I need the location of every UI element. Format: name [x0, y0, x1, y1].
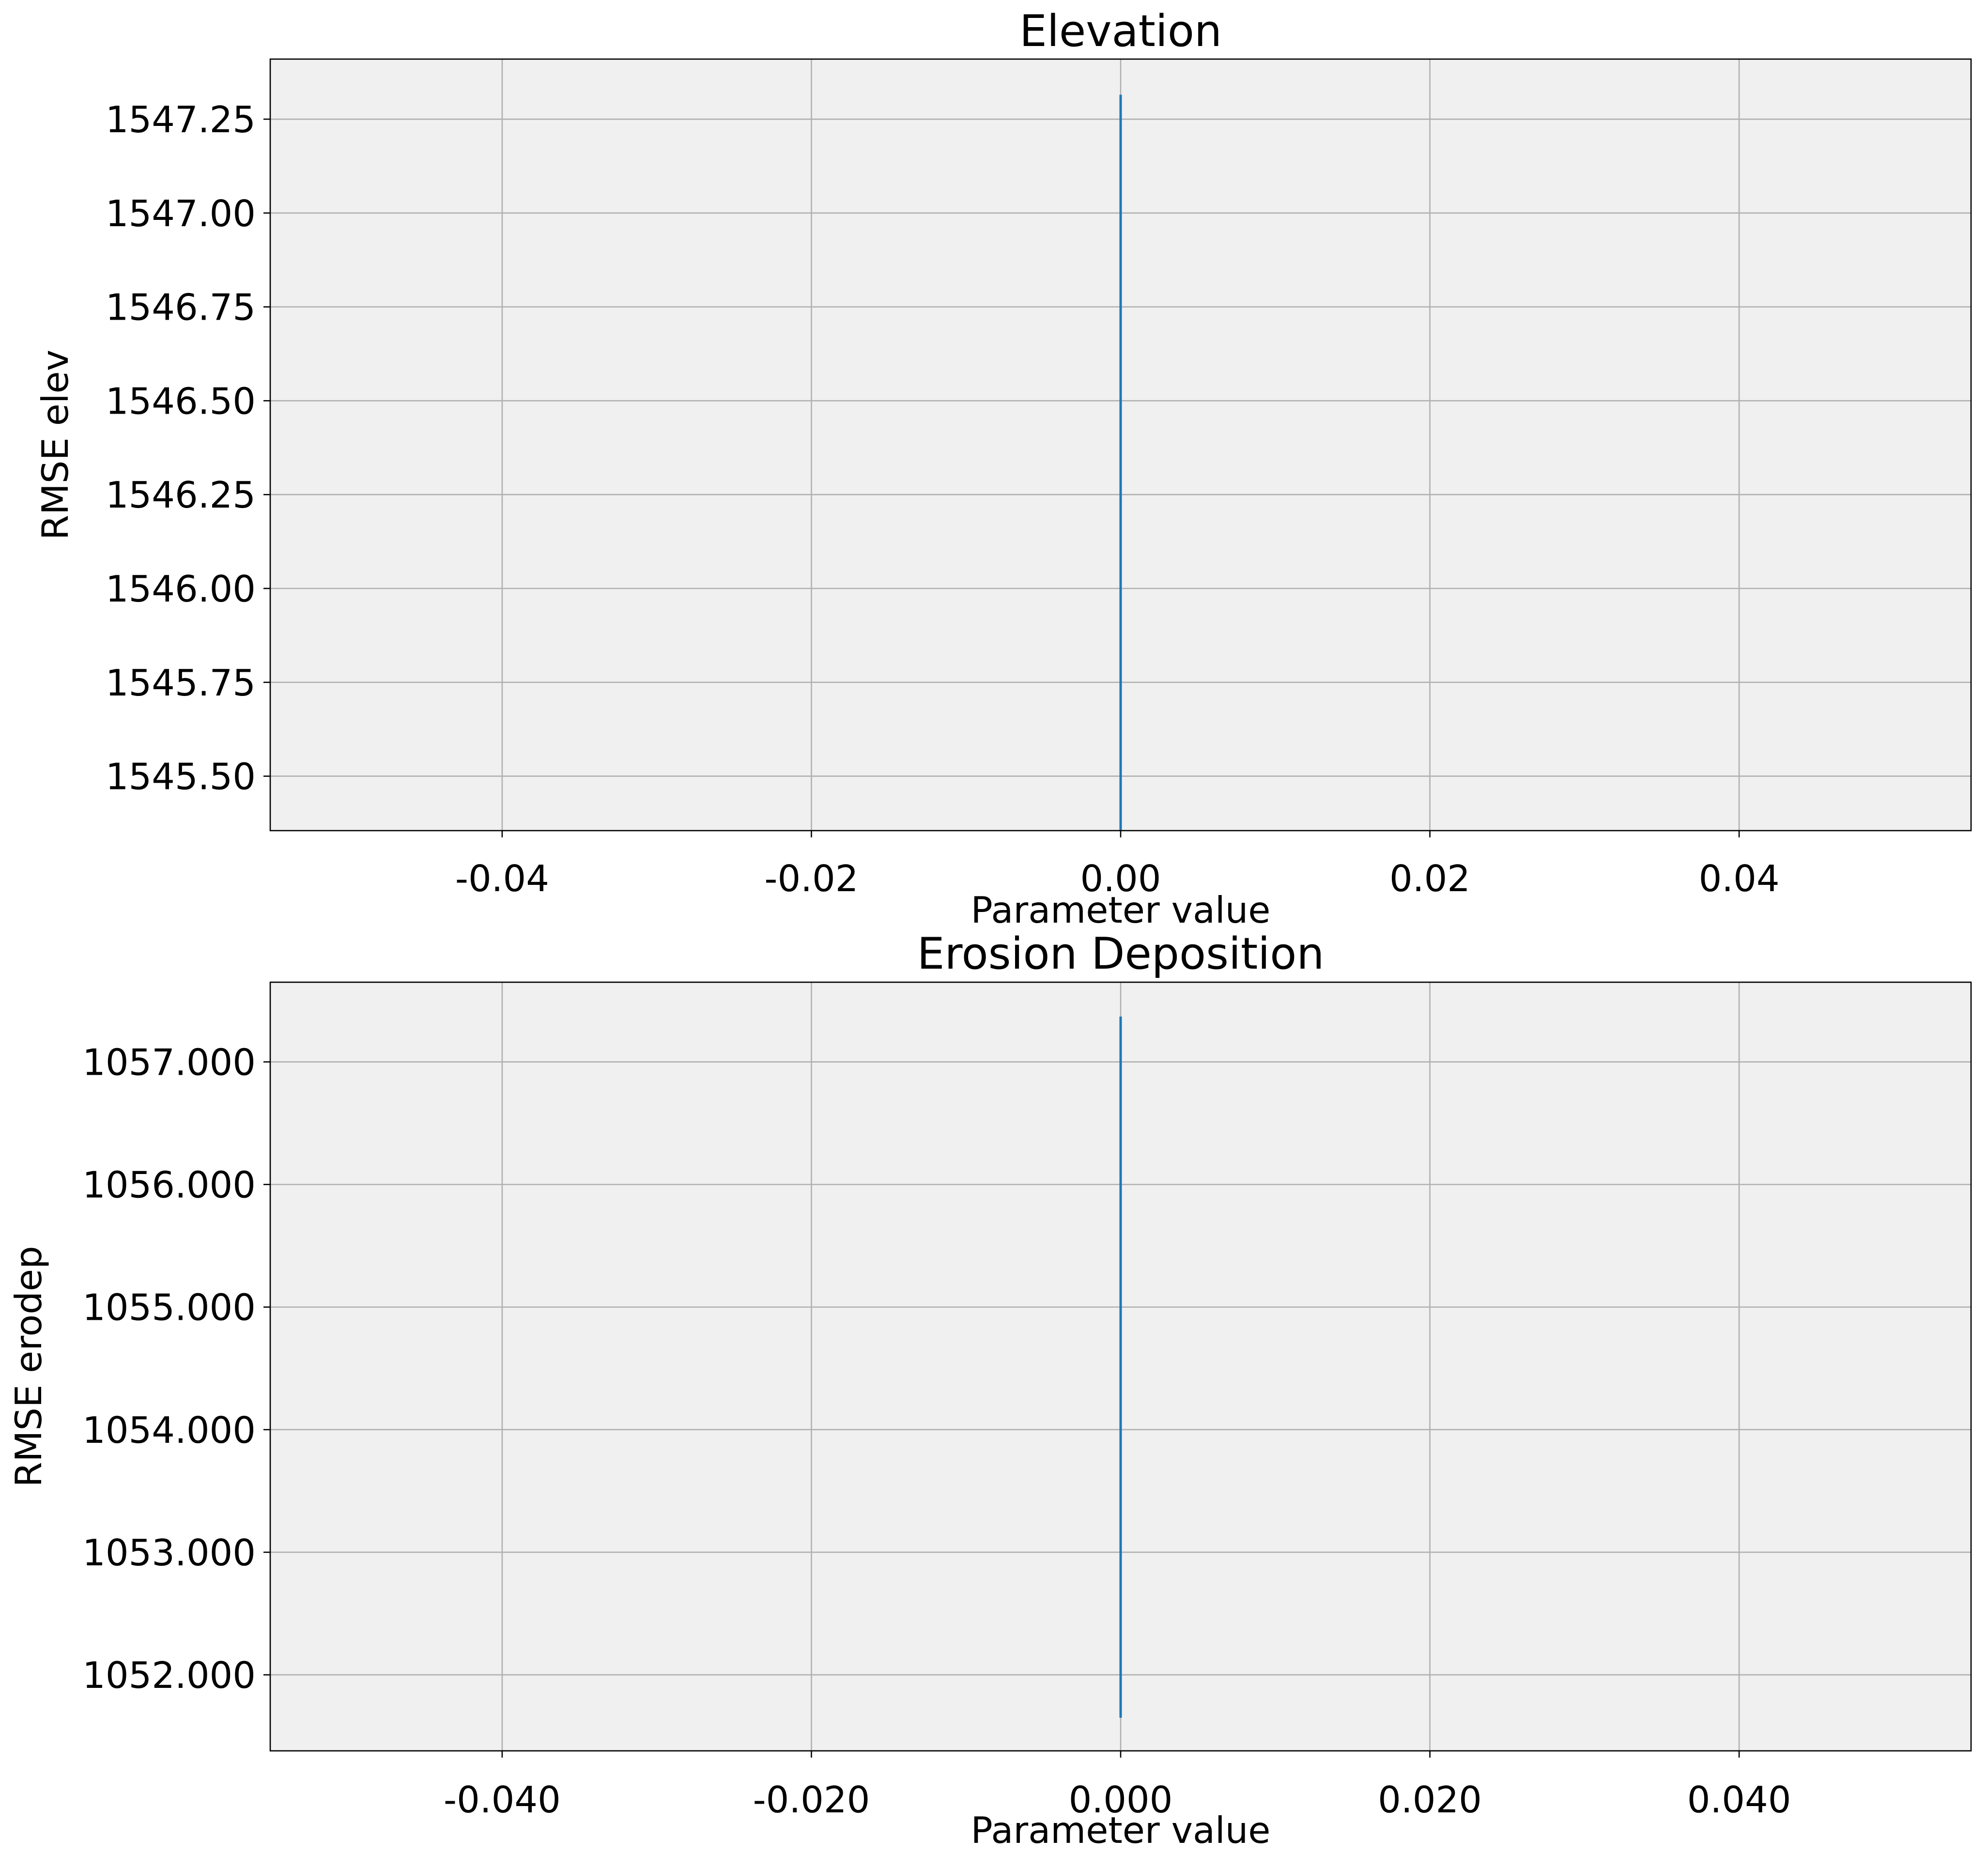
y-tick-label: 1056.000	[82, 1164, 256, 1206]
y-tick-label: 1547.00	[106, 192, 256, 235]
y-tick-label: 1054.000	[82, 1409, 256, 1452]
y-tick-label: 1545.50	[106, 756, 256, 798]
y-axis-label: RMSE erodep	[7, 1246, 50, 1487]
chart-title: Elevation	[1019, 6, 1222, 57]
x-tick-label: -0.040	[444, 1778, 561, 1821]
y-tick-label: 1546.00	[106, 568, 256, 610]
y-tick-label: 1545.75	[106, 662, 256, 704]
subplot-2: -0.040 -0.020 0.000 0.020 0.040 1052.000 1053.…	[7, 928, 1972, 1852]
y-tick-label: 1546.25	[106, 474, 256, 516]
x-axis-label: Parameter value	[971, 1809, 1271, 1852]
x-tick-label: 0.040	[1687, 1778, 1791, 1821]
x-tick-label: 0.00	[1080, 857, 1161, 900]
x-axis-label: Parameter value	[971, 889, 1271, 931]
x-tick-label: -0.020	[753, 1778, 870, 1821]
x-tick-label: -0.02	[764, 857, 858, 900]
y-tick-label: 1546.75	[106, 286, 256, 329]
y-tick-label: 1057.000	[82, 1041, 256, 1084]
x-tick-label: -0.04	[455, 857, 549, 900]
y-tick-label: 1055.000	[82, 1286, 256, 1329]
y-tick-label: 1546.50	[106, 380, 256, 422]
y-tick-label: 1052.000	[82, 1654, 256, 1697]
chart-title: Erosion Deposition	[917, 928, 1325, 979]
y-tick-label: 1547.25	[106, 98, 256, 141]
y-axis-label: RMSE elev	[34, 350, 77, 540]
x-tick-label: 0.04	[1699, 857, 1780, 900]
x-tick-label: 0.02	[1389, 857, 1470, 900]
y-tick-label: 1053.000	[82, 1531, 256, 1574]
x-tick-label: 0.020	[1378, 1778, 1482, 1821]
subplot-1: -0.04 -0.02 0.00 0.02 0.04 1545.50 1545.75 1546…	[34, 6, 1972, 931]
x-tick-label: 0.000	[1069, 1778, 1173, 1821]
